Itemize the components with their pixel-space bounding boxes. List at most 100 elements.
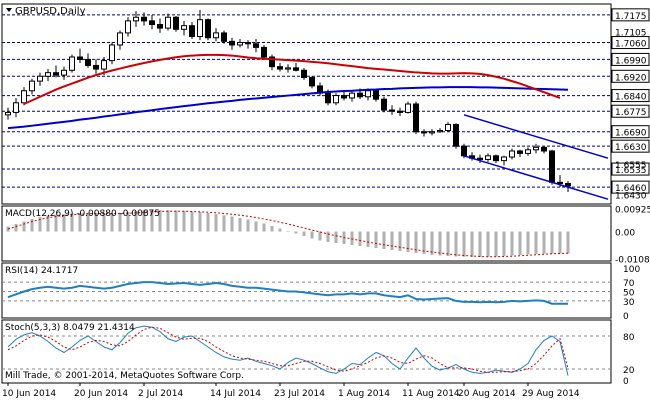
candle-bear (557, 181, 563, 185)
level-label-box (611, 104, 650, 118)
candle-bear (293, 67, 299, 71)
candle-bull (213, 32, 219, 39)
macd-bar (374, 231, 378, 248)
macd-bar (534, 231, 538, 254)
level-label-box (611, 52, 650, 66)
level-label: 1.7175 (615, 12, 647, 22)
rsi-tick-label: 0 (623, 312, 629, 322)
macd-bar (486, 231, 490, 257)
rsi-line (7, 281, 568, 305)
rsi-panel (2, 281, 611, 305)
candle-bear (229, 40, 235, 46)
macd-bar (134, 211, 138, 232)
copyright-footer: Mill Trade, © 2001-2014, MetaQuotes Soft… (5, 371, 244, 381)
macd-bar (62, 214, 66, 232)
macd-bar (550, 231, 554, 254)
level-label: 1.6690 (615, 129, 647, 139)
macd-bar (222, 215, 226, 232)
macd-bar (214, 214, 218, 232)
macd-bar (518, 231, 522, 255)
candle-bull (285, 67, 291, 70)
macd-bar (102, 213, 106, 232)
candle-bear (341, 95, 347, 99)
candle-bull (533, 146, 539, 151)
candle-bear (269, 56, 275, 68)
macd-bar (446, 231, 450, 256)
macd-bar (470, 231, 474, 257)
macd-bar (30, 219, 34, 232)
macd-bar (22, 221, 26, 232)
level-label-box (611, 69, 650, 83)
candle-bear (357, 92, 363, 98)
level-label-box (611, 180, 650, 194)
price-tick-label: 1.6555 (615, 161, 647, 171)
level-label: 1.7060 (615, 40, 647, 50)
level-label: 1.6630 (615, 143, 647, 153)
x-tick-label: 2 Jul 2014 (138, 389, 183, 399)
rsi-tick-label: 100 (623, 265, 640, 275)
stoch-panel (2, 325, 611, 376)
candle-bull (69, 56, 75, 71)
candle-bull (501, 156, 507, 162)
level-label-box (611, 8, 650, 22)
rsi-tick-label: 50 (623, 289, 635, 299)
candle-bull (333, 95, 339, 104)
macd-bar (230, 216, 234, 232)
candle-bear (309, 76, 315, 87)
macd-bar (254, 221, 258, 232)
candle-bear (517, 150, 523, 154)
macd-bar (150, 210, 154, 232)
candle-bull (445, 123, 451, 132)
candle-bull (13, 102, 19, 113)
stoch-tick-label: 0 (623, 377, 629, 387)
candle-bear (325, 92, 331, 104)
macd-bar (238, 218, 242, 232)
candle-bull (365, 90, 371, 98)
candle-bull (109, 44, 115, 62)
candle-bear (77, 56, 83, 60)
candle-bull (237, 42, 243, 46)
macd-bar (294, 231, 298, 234)
price-panel-title: GBPUSD,Daily (15, 6, 86, 17)
candle-bear (157, 23, 163, 29)
level-label-box (611, 36, 650, 50)
macd-bar (422, 231, 426, 254)
rsi-tick-label: 30 (623, 298, 635, 308)
axis-labels: 1.7175 1.7060 1.6990 1.6920 1.6840 1.6775 1.66… (2, 6, 650, 399)
candle-bear (189, 25, 195, 38)
level-label: 1.6535 (615, 166, 647, 176)
level-label-box (611, 139, 650, 153)
candle-bull (509, 150, 515, 158)
x-tick-label: 14 Jul 2014 (210, 389, 261, 399)
candle-bull (21, 90, 27, 104)
macd-bar (78, 213, 82, 232)
stoch-signal-line (7, 326, 569, 373)
macd-bar (510, 231, 514, 256)
candle-bear (253, 43, 259, 48)
macd-bar (86, 212, 90, 232)
macd-bar (190, 211, 194, 232)
candle-bull (5, 111, 11, 116)
macd-bar (526, 231, 530, 255)
level-label: 1.6775 (615, 108, 647, 118)
macd-bar (174, 210, 178, 232)
candle-bear (477, 157, 483, 160)
candle-bull (165, 16, 171, 29)
level-label-box (611, 162, 650, 176)
price-tick-label: 1.7105 (615, 29, 647, 39)
channel-upper-line (463, 114, 609, 159)
macd-bar (142, 210, 146, 232)
macd-bar (70, 213, 74, 232)
macd-bar (390, 231, 394, 250)
candle-bear (453, 123, 459, 147)
level-label-box (611, 89, 650, 103)
stoch-tick-label: 80 (623, 333, 635, 343)
menu-triangle-icon (6, 8, 12, 12)
candle-bear (549, 150, 555, 183)
x-tick-label: 20 Aug 2014 (458, 389, 516, 399)
macd-bar (566, 231, 570, 254)
macd-tick-label: 0.00 (615, 229, 635, 239)
panel-frame-rsi (1, 262, 612, 319)
candle-bear (373, 90, 379, 100)
